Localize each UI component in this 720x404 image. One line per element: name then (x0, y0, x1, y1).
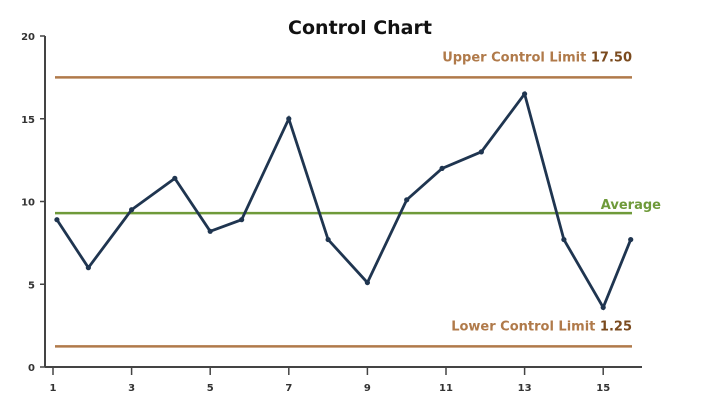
data-point (522, 91, 528, 97)
x-tick-label: 7 (285, 383, 292, 394)
reference-line-value: 17.50 (586, 50, 632, 65)
x-tick-label: 11 (439, 383, 453, 394)
data-point (364, 279, 370, 286)
data-point (600, 304, 606, 311)
reference-line-name: Average (601, 198, 661, 213)
data-point (286, 116, 292, 122)
reference-line-name: Upper Control Limit (442, 50, 586, 65)
series-line (55, 90, 633, 311)
data-point (325, 236, 331, 243)
x-tick-label: 9 (364, 383, 371, 394)
x-tick-label: 1 (50, 383, 57, 394)
y-tick-label: 0 (28, 363, 35, 374)
x-tick-label: 15 (596, 383, 610, 394)
data-point (239, 217, 245, 223)
data-point (404, 197, 410, 203)
x-tick-label: 3 (128, 383, 135, 394)
reference-line-label: Average (601, 198, 661, 213)
chart-title: Control Chart (288, 17, 432, 39)
x-tick-label: 13 (518, 383, 532, 394)
data-point (172, 175, 178, 181)
data-point (54, 217, 60, 223)
reference-line-value: 1.25 (595, 319, 632, 334)
data-point (129, 207, 135, 213)
reference-line-name: Lower Control Limit (451, 319, 595, 334)
reference-line-label: Lower Control Limit 1.25 (451, 319, 632, 334)
data-point (207, 228, 213, 234)
data-point (561, 236, 567, 243)
data-point (478, 149, 484, 155)
y-tick-label: 5 (28, 280, 35, 291)
data-point (439, 165, 445, 171)
reference-line-label: Upper Control Limit 17.50 (442, 50, 632, 65)
data-point (85, 265, 91, 271)
y-tick-label: 15 (21, 115, 35, 126)
y-tick-label: 20 (21, 32, 35, 43)
x-tick-label: 5 (207, 383, 214, 394)
data-point (628, 236, 634, 243)
y-tick-label: 10 (21, 198, 35, 209)
